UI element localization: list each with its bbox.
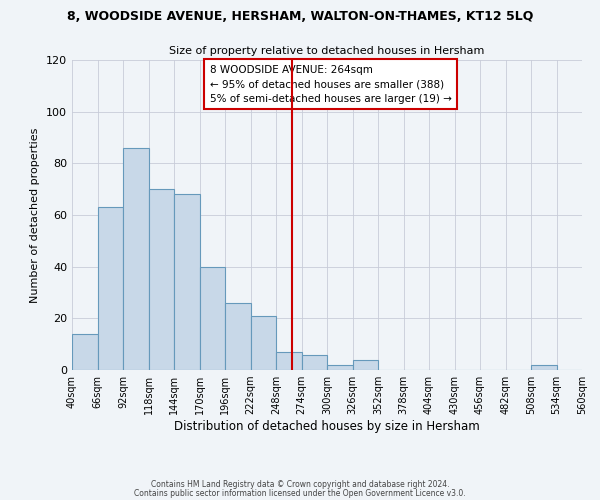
Bar xyxy=(72,334,97,370)
Text: 8, WOODSIDE AVENUE, HERSHAM, WALTON-ON-THAMES, KT12 5LQ: 8, WOODSIDE AVENUE, HERSHAM, WALTON-ON-T… xyxy=(67,10,533,23)
Bar xyxy=(123,148,149,370)
Bar xyxy=(149,189,174,370)
Bar xyxy=(353,360,378,370)
Bar xyxy=(200,266,225,370)
Bar xyxy=(251,316,276,370)
Bar xyxy=(302,354,327,370)
X-axis label: Distribution of detached houses by size in Hersham: Distribution of detached houses by size … xyxy=(174,420,480,433)
Bar xyxy=(174,194,199,370)
Bar xyxy=(327,365,353,370)
Bar xyxy=(276,352,302,370)
Y-axis label: Number of detached properties: Number of detached properties xyxy=(31,128,40,302)
Bar xyxy=(531,365,557,370)
Text: Contains public sector information licensed under the Open Government Licence v3: Contains public sector information licen… xyxy=(134,488,466,498)
Title: Size of property relative to detached houses in Hersham: Size of property relative to detached ho… xyxy=(169,46,485,56)
Bar xyxy=(225,303,251,370)
Text: Contains HM Land Registry data © Crown copyright and database right 2024.: Contains HM Land Registry data © Crown c… xyxy=(151,480,449,489)
Text: 8 WOODSIDE AVENUE: 264sqm
← 95% of detached houses are smaller (388)
5% of semi-: 8 WOODSIDE AVENUE: 264sqm ← 95% of detac… xyxy=(210,64,452,104)
Bar xyxy=(97,207,123,370)
